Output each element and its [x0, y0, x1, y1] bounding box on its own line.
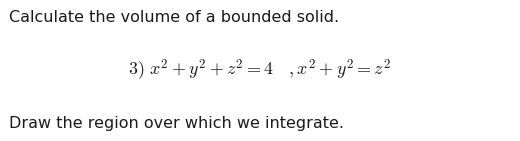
Text: $3)\ x^2 + y^2 + z^2 = 4\quad ,x^2 + y^2 = z^2$: $3)\ x^2 + y^2 + z^2 = 4\quad ,x^2 + y^2…	[128, 58, 392, 83]
Text: Draw the region over which we integrate.: Draw the region over which we integrate.	[9, 116, 344, 131]
Text: Calculate the volume of a bounded solid.: Calculate the volume of a bounded solid.	[9, 10, 340, 25]
